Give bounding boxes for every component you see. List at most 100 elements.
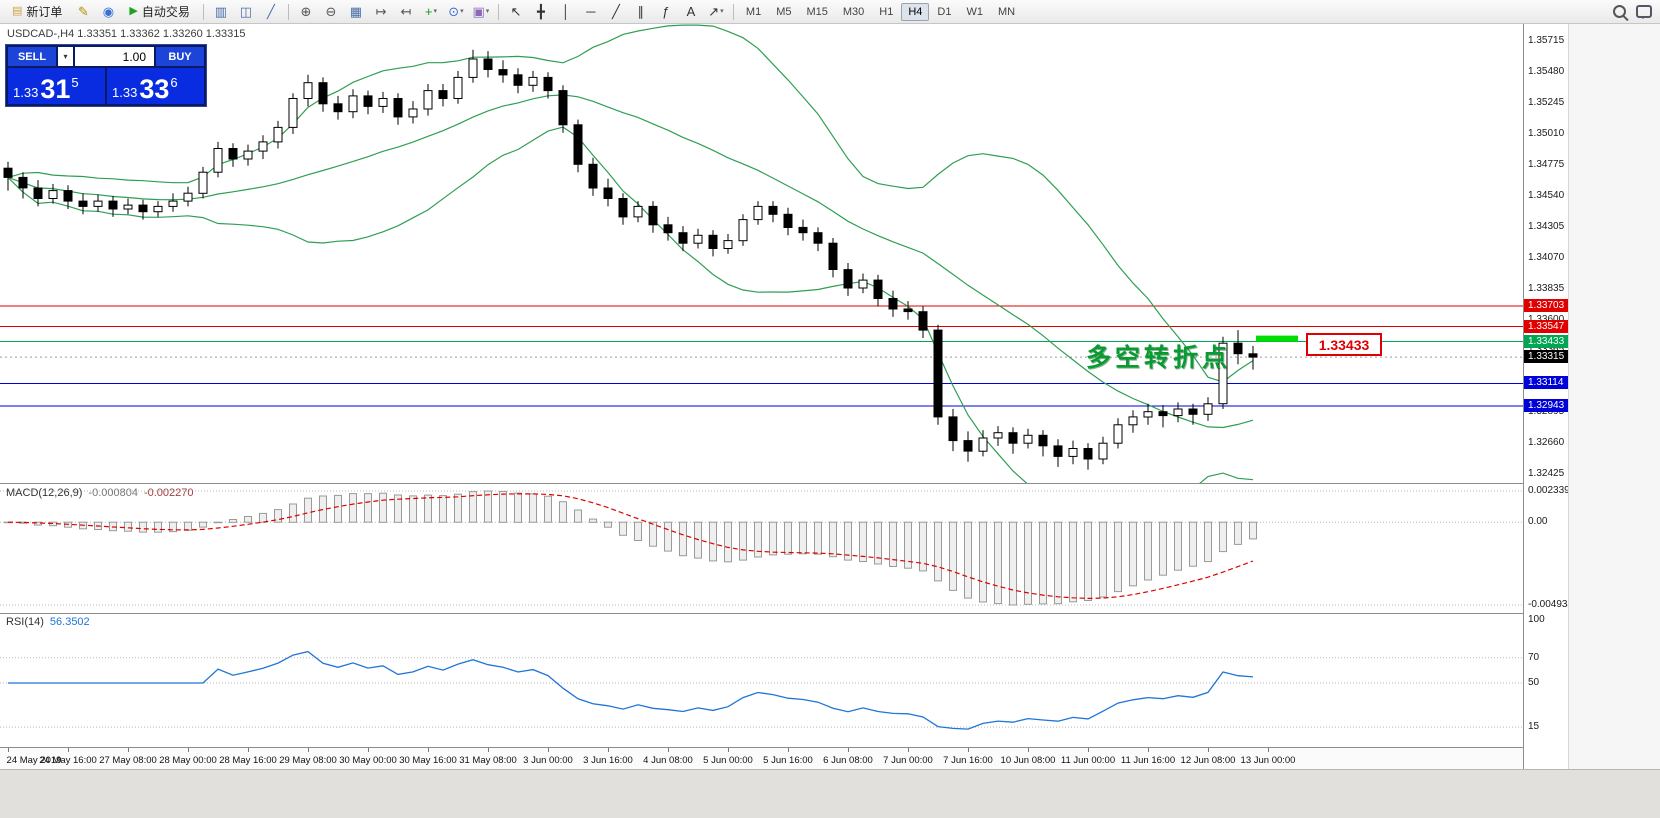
timeframe-w1[interactable]: W1 [966, 5, 983, 18]
time-tick-mark [368, 748, 369, 752]
templates-icon[interactable]: ▣ ▾ [472, 4, 490, 19]
search-icon[interactable] [1607, 2, 1631, 22]
price-tick: 1.34070 [1528, 251, 1565, 263]
chart-window: USDCAD-,H4 1.33351 1.33362 1.33260 1.333… [0, 24, 1568, 769]
arrows-icon[interactable]: ↗ ▾ [708, 4, 724, 19]
panel-divider[interactable] [0, 613, 1568, 614]
time-axis-label: 27 May 08:00 [99, 755, 157, 766]
new-order-button[interactable]: ▤ 新订单 [4, 0, 70, 24]
macd-signal-value: -0.002270 [143, 487, 194, 499]
auto-scroll-icon[interactable]: ↦ [375, 4, 387, 19]
price-scale[interactable]: 1.35715 1.35480 1.35245 1.35010 1.34775 1.345… [1523, 24, 1568, 769]
auto-trading-button-label: 自动交易 [141, 5, 190, 19]
rsi-scale-tick: 100 [1528, 614, 1545, 625]
bid-pip-digit: 5 [71, 75, 79, 90]
timeframe-m1[interactable]: M1 [745, 5, 762, 18]
time-axis-label: 31 May 08:00 [459, 755, 517, 766]
panel-divider[interactable] [0, 483, 1568, 484]
auto-trading-button-icon: ▶ [129, 5, 138, 17]
tile-windows-icon[interactable]: ▦ [349, 4, 363, 19]
time-axis-label: 10 Jun 08:00 [1000, 755, 1056, 766]
toolbar-separator [497, 3, 499, 20]
text-label-icon[interactable]: A [686, 4, 696, 19]
price-line-label: 1.33547 [1524, 320, 1568, 333]
time-tick-mark [1028, 748, 1029, 752]
zoom-out-icon[interactable]: ⊖ [325, 4, 337, 19]
bid-big-digits: 31 [40, 74, 71, 105]
timeframe-m5[interactable]: M5 [776, 5, 792, 18]
timeframe-mn[interactable]: MN [997, 5, 1016, 18]
window-bottom-area [0, 769, 1660, 818]
timeframe-m30[interactable]: M30 [842, 5, 865, 18]
auto-trading-button[interactable]: ▶ 自动交易 [121, 0, 197, 24]
community-chat-icon[interactable] [1632, 2, 1656, 22]
macd-indicator-label: MACD(12,26,9) -0.000804 -0.002270 [6, 487, 194, 499]
bid-prefix: 1.33 [13, 85, 39, 101]
bid-price-box[interactable]: 1.33 31 5 [8, 68, 105, 104]
price-tag-label[interactable]: 1.33433 [1306, 333, 1382, 356]
candlestick-chart-icon[interactable]: ◫ [239, 4, 253, 19]
time-axis-label: 24 May 16:00 [39, 755, 97, 766]
time-axis-label: 30 May 00:00 [339, 755, 397, 766]
time-axis-label: 28 May 16:00 [219, 755, 277, 766]
timeframe-h1[interactable]: H1 [879, 5, 894, 18]
price-tick: 1.32660 [1528, 437, 1565, 449]
line-chart-icon[interactable]: ╱ [266, 4, 275, 19]
time-axis-label: 7 Jun 16:00 [943, 755, 993, 766]
time-axis[interactable]: 24 May 2019 24 May 16:00 27 May 08:00 28 Ma… [0, 747, 1523, 769]
new-order-button-label: 新订单 [26, 5, 63, 19]
rsi-panel-canvas[interactable] [0, 614, 1523, 747]
timeframe-d1[interactable]: D1 [937, 5, 952, 18]
time-axis-label: 30 May 16:00 [399, 755, 457, 766]
channel-icon[interactable]: ∥ [637, 4, 645, 19]
time-axis-label: 29 May 08:00 [279, 755, 337, 766]
price-tick: 1.35245 [1528, 97, 1565, 109]
trendline-icon[interactable]: ╱ [611, 4, 620, 19]
time-tick-mark [8, 748, 9, 752]
one-click-trading-panel: SELL ▾ 1.00 BUY 1.33 31 5 1.33 33 6 [5, 44, 207, 107]
templates-icon-dropdown: ▾ [485, 8, 490, 15]
profile-icon[interactable]: ◉ [102, 4, 115, 19]
magnifier-glyph [1612, 5, 1626, 18]
time-axis-label: 4 Jun 08:00 [643, 755, 693, 766]
rsi-scale-tick: 70 [1528, 651, 1540, 663]
time-tick-mark [308, 748, 309, 752]
price-tick: 1.34540 [1528, 189, 1565, 201]
vertical-line-icon[interactable]: │ [561, 4, 570, 19]
rsi-value: 56.3502 [49, 616, 90, 628]
time-axis-label: 5 Jun 16:00 [763, 755, 813, 766]
chart-shift-icon[interactable]: ↤ [400, 4, 412, 19]
macd-scale-tick: 0.00 [1528, 516, 1548, 528]
toolbar-separator [202, 3, 204, 20]
time-tick-mark [908, 748, 909, 752]
macd-panel-canvas[interactable] [0, 484, 1523, 613]
zoom-in-icon[interactable]: ⊕ [300, 4, 312, 19]
ask-prefix: 1.33 [112, 85, 138, 101]
timeframe-m15[interactable]: M15 [806, 5, 828, 18]
time-tick-mark [848, 748, 849, 752]
new-order-button-icon: ▤ [12, 5, 23, 17]
ask-price-box[interactable]: 1.33 33 6 [107, 68, 204, 104]
fibonacci-icon[interactable]: ƒ [662, 4, 670, 19]
metaeditor-icon[interactable]: ✎ [77, 4, 89, 19]
price-line-label: 1.32943 [1524, 399, 1568, 412]
crosshair-icon[interactable]: ╋ [536, 4, 545, 19]
sell-button[interactable]: SELL [8, 47, 56, 66]
bar-chart-icon[interactable]: ▥ [214, 4, 228, 19]
periods-dropdown-icon[interactable]: ⊙ ▾ [448, 4, 464, 19]
timeframe-h4[interactable]: H4 [901, 2, 930, 21]
price-line-label: 1.33703 [1524, 299, 1568, 312]
price-tick: 1.34775 [1528, 158, 1565, 170]
cursor-icon[interactable]: ↖ [510, 4, 522, 19]
buy-button[interactable]: BUY [156, 47, 204, 66]
price-tick: 1.33600 [1528, 314, 1564, 325]
volume-input[interactable]: 1.00 [75, 47, 154, 66]
volume-dropdown[interactable]: ▾ [58, 47, 73, 66]
horizontal-line-icon[interactable]: ─ [586, 4, 596, 19]
time-axis-label: 24 May 2019 [6, 755, 62, 766]
chart-annotation-text[interactable]: 多空转折点 [1086, 344, 1232, 372]
indicators-icon[interactable]: + ▾ [424, 4, 437, 19]
time-axis-label: 3 Jun 16:00 [583, 755, 633, 766]
toolbar: ▤ 新订单 ✎ ◉ ▶ 自动交易 ▥ ◫ ╱ ⊕ ⊖ ▦ ↦ ↤ + ▾ ⊙ ▾ ▣ ▾ ↖ ╋ │ ─ ╱ ∥ ƒ A ↗ ▾ M1 M5 M… [0, 0, 1660, 24]
main-chart-canvas[interactable] [0, 24, 1523, 483]
